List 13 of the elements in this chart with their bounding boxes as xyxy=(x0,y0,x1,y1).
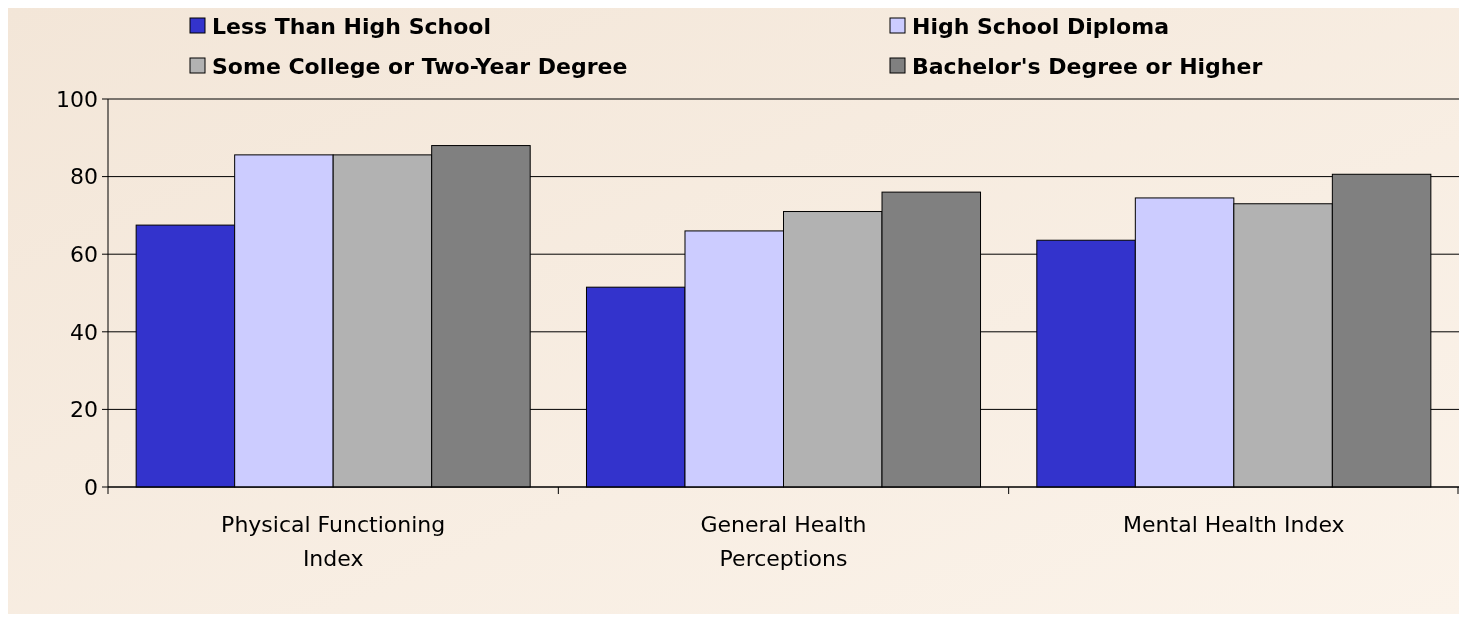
legend-label: Less Than High School xyxy=(212,13,491,39)
y-tick-label: 0 xyxy=(84,474,98,500)
y-tick-label: 20 xyxy=(70,397,98,423)
x-tick-label: General Health Perceptions xyxy=(700,512,867,571)
x-tick-label: Mental Health Index xyxy=(1123,512,1345,537)
y-tick-label: 40 xyxy=(70,319,98,345)
legend-label: Bachelor's Degree or Higher xyxy=(912,53,1263,79)
legend-label: High School Diploma xyxy=(912,13,1169,39)
y-tick-label: 60 xyxy=(70,241,98,267)
legend-label: Some College or Two-Year Degree xyxy=(212,53,628,79)
y-tick-label: 80 xyxy=(70,164,98,190)
y-tick-label: 100 xyxy=(56,86,98,112)
x-tick-label: Physical Functioning Index xyxy=(221,512,446,571)
